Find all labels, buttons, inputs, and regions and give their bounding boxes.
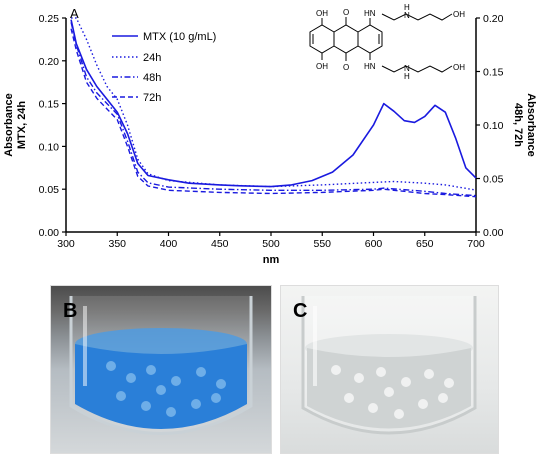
legend-label-72h: 72h bbox=[143, 92, 161, 104]
x-tick-label: 650 bbox=[416, 238, 434, 250]
panel-label-a: A bbox=[70, 6, 79, 21]
y-left-tick-label: 0.15 bbox=[39, 99, 60, 111]
atom-n-top: N bbox=[404, 11, 410, 20]
photo-b-illustration bbox=[69, 296, 253, 435]
y-left-tick-label: 0.00 bbox=[39, 227, 60, 239]
middle-quinone-ring bbox=[333, 24, 359, 54]
panel-label-c: C bbox=[293, 300, 308, 322]
left-benzene-ring bbox=[309, 24, 335, 54]
series-line-1 bbox=[71, 17, 477, 191]
x-axis-label: nm bbox=[263, 254, 280, 266]
x-tick-label: 700 bbox=[467, 238, 485, 250]
atom-n-bottom: N bbox=[404, 64, 410, 73]
atom-o-bottom: O bbox=[343, 63, 349, 72]
x-tick-label: 350 bbox=[108, 238, 126, 250]
y-axis-right-label-line2: 48h, 72h bbox=[512, 103, 524, 147]
x-tick-label: 300 bbox=[57, 238, 75, 250]
x-tick-label: 450 bbox=[211, 238, 229, 250]
atom-o-top: O bbox=[343, 8, 349, 17]
tick-group: 300 350 400 450 500 550 600 650 7000.000.050.100… bbox=[39, 13, 504, 250]
y-right-tick-label: 0.10 bbox=[483, 120, 504, 132]
y-left-tick-label: 0.05 bbox=[39, 184, 60, 196]
series-layer bbox=[70, 17, 477, 198]
y-left-tick-label: 0.10 bbox=[39, 141, 60, 153]
y-axis-left-label-line2: MTX, 24h bbox=[16, 101, 28, 150]
series-line-0 bbox=[70, 19, 477, 188]
atom-oh-top-right: OH bbox=[453, 10, 465, 19]
x-tick-label: 600 bbox=[365, 238, 383, 250]
legend-label-48h: 48h bbox=[143, 72, 161, 84]
atom-oh-top-left: OH bbox=[316, 9, 328, 18]
y-right-tick-label: 0.15 bbox=[483, 67, 504, 79]
mitoxantrone-structure bbox=[309, 13, 453, 73]
bottom-side-chain bbox=[381, 65, 453, 73]
right-benzene-ring bbox=[357, 24, 383, 54]
y-left-tick-label: 0.20 bbox=[39, 56, 60, 68]
atom-h-top: H bbox=[404, 3, 410, 12]
y-axis-right-label-line1: Absorbance bbox=[525, 93, 537, 157]
atom-oh-bottom-left: OH bbox=[316, 62, 328, 71]
photo-panel-b: B bbox=[50, 285, 272, 454]
y-right-tick-label: 0.20 bbox=[483, 13, 504, 25]
photo-panel-c: C bbox=[280, 285, 499, 454]
atom-h-bottom: H bbox=[404, 72, 410, 81]
x-tick-label: 500 bbox=[262, 238, 280, 250]
beads-c bbox=[331, 365, 454, 419]
y-left-tick-label: 0.25 bbox=[39, 13, 60, 25]
atom-oh-bottom-right: OH bbox=[453, 63, 465, 72]
y-axis-left-label-line1: Absorbance bbox=[3, 93, 15, 157]
beads-b bbox=[106, 361, 226, 417]
series-line-3 bbox=[70, 28, 477, 198]
series-line-2 bbox=[70, 22, 477, 197]
photo-c-illustration bbox=[301, 296, 477, 435]
molecule-atom-labels: OH O HN H N OH OH O HN H N OH bbox=[316, 3, 465, 81]
legend-label-mtx: MTX (10 g/mL) bbox=[143, 31, 216, 43]
top-side-chain bbox=[381, 13, 453, 21]
legend-label-24h: 24h bbox=[143, 52, 161, 64]
x-tick-label: 400 bbox=[160, 238, 178, 250]
atom-hn-bottom: HN bbox=[364, 62, 376, 71]
panel-label-b: B bbox=[63, 300, 78, 322]
atom-hn-top: HN bbox=[364, 9, 376, 18]
x-tick-label: 550 bbox=[313, 238, 331, 250]
chart-legend: MTX (10 g/mL) 24h 48h 72h bbox=[112, 31, 216, 104]
y-right-tick-label: 0.05 bbox=[483, 174, 504, 186]
y-right-tick-label: 0.00 bbox=[483, 227, 504, 239]
